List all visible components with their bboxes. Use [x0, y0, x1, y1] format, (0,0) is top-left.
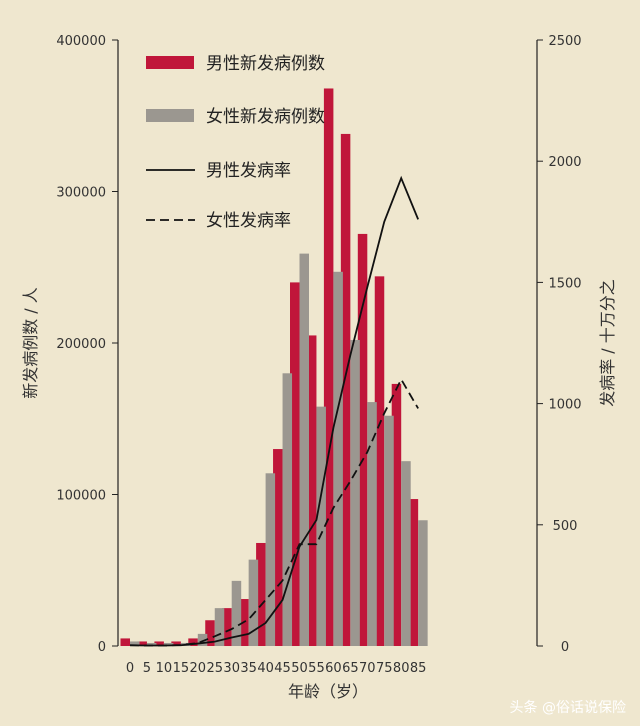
legend-label-male-rate: 男性发病率 [206, 161, 291, 181]
legend: 男性新发病例数 女性新发病例数 男性发病率 女性发病率 [146, 54, 325, 231]
line-female-rate [129, 377, 419, 647]
bar-male-10 [154, 641, 164, 646]
right-tick-label: 1500 [548, 276, 581, 291]
x-tick-label: 35 [240, 661, 257, 676]
bar-male-25 [205, 620, 215, 646]
bar-male-70 [357, 233, 368, 647]
bar-female-50 [299, 253, 309, 646]
bar-female-60 [333, 271, 343, 646]
right-tick-label: 2500 [548, 34, 581, 49]
x-tick-label: 60 [325, 661, 342, 676]
left-tick-label: 400000 [56, 34, 106, 49]
left-tick-label: 100000 [56, 489, 106, 504]
bar-female-75 [384, 415, 394, 646]
x-tick-label: 15 [173, 661, 190, 676]
bar-female-65 [350, 339, 360, 646]
right-tick-label: 1000 [548, 398, 581, 413]
legend-swatch-male-cases [146, 56, 194, 69]
bar-female-30 [231, 580, 242, 646]
bar-male-65 [340, 133, 351, 646]
x-tick-label: 55 [308, 661, 325, 676]
bars-layer [120, 88, 428, 647]
bar-male-40 [256, 542, 266, 646]
bar-female-70 [367, 402, 377, 646]
bar-male-45 [273, 449, 283, 646]
x-tick-label: 0 [126, 661, 134, 676]
bar-female-35 [248, 559, 259, 646]
bar-female-40 [265, 473, 276, 646]
bar-male-5 [137, 641, 147, 646]
left-tick-label: 0 [98, 640, 106, 655]
left-axis-title: 新发病例数 / 人 [21, 287, 40, 399]
bar-female-25 [214, 608, 225, 647]
x-tick-label: 50 [291, 661, 308, 676]
legend-swatch-female-cases [146, 109, 194, 122]
right-tick-label: 0 [561, 640, 569, 655]
legend-label-female-rate: 女性发病率 [206, 211, 291, 231]
x-tick-label: 65 [342, 661, 359, 676]
x-tick-label: 40 [257, 661, 274, 676]
bar-male-0 [120, 638, 130, 646]
x-tick-label: 70 [359, 661, 376, 676]
bar-male-60 [323, 88, 334, 647]
left-tick-label: 200000 [56, 337, 106, 352]
lines-layer [129, 175, 419, 647]
x-tick-label: 80 [393, 661, 410, 676]
bar-female-20 [197, 633, 208, 646]
bar-male-30 [222, 608, 232, 647]
legend-label-female-cases: 女性新发病例数 [206, 107, 325, 127]
bar-female-10 [163, 642, 174, 646]
bar-male-85 [408, 499, 419, 646]
bar-male-75 [374, 276, 385, 646]
x-tick-label: 20 [190, 661, 207, 676]
x-tick-label: 85 [410, 661, 427, 676]
x-tick-label: 30 [223, 661, 240, 676]
watermark: 头条 @俗话说保险 [510, 699, 626, 716]
bar-female-85 [418, 520, 428, 646]
bar-male-50 [290, 282, 300, 646]
legend-label-male-cases: 男性新发病例数 [206, 54, 325, 74]
bar-female-55 [316, 406, 326, 646]
bar-male-15 [171, 641, 181, 646]
right-tick-label: 2000 [548, 155, 581, 170]
x-tick-label: 75 [376, 661, 393, 676]
x-axis-title: 年龄（岁） [288, 682, 368, 701]
x-tick-label: 10 [156, 661, 173, 676]
right-tick-label: 500 [553, 519, 578, 534]
x-tick-label: 45 [274, 661, 291, 676]
right-axis-title: 发病率 / 十万分之 [598, 279, 617, 407]
bar-female-5 [146, 642, 157, 646]
bar-male-20 [188, 638, 198, 646]
x-tick-label: 25 [206, 661, 223, 676]
bar-male-80 [391, 383, 402, 646]
ticks-layer: 0100000200000300000400000050010001500200… [56, 34, 581, 676]
left-tick-label: 300000 [56, 186, 106, 201]
bar-female-45 [282, 373, 293, 646]
x-tick-label: 5 [143, 661, 151, 676]
bar-male-55 [306, 335, 317, 646]
bar-female-80 [401, 461, 411, 646]
bar-female-0 [130, 641, 140, 646]
